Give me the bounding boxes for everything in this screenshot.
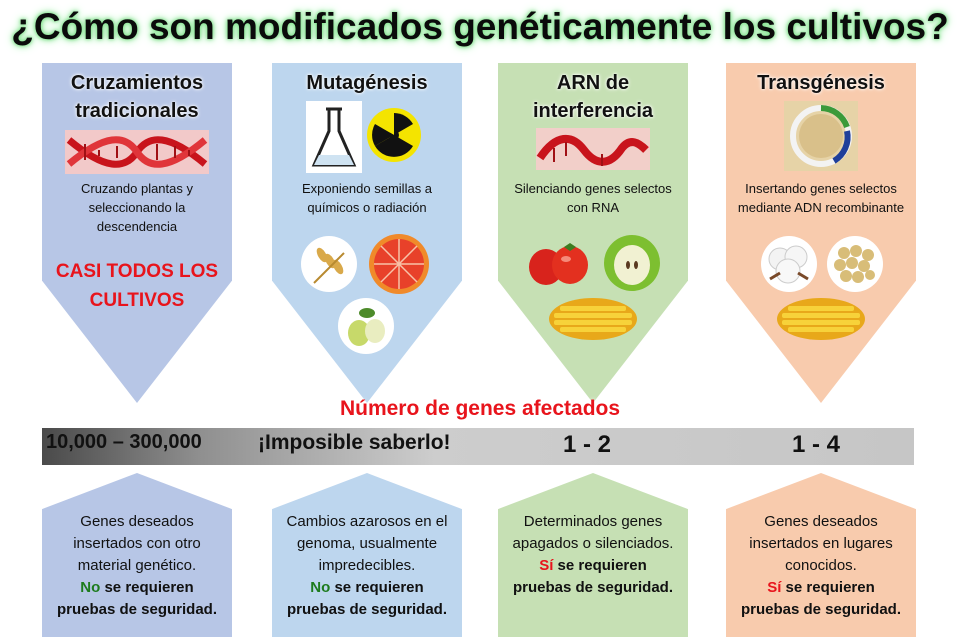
safety-text: Cambios azarosos en el genoma, usualment…	[286, 513, 448, 618]
page-title: ¿Cómo son modificados genéticamente los …	[11, 6, 949, 47]
scale-bar	[42, 428, 914, 465]
corn-icon	[549, 298, 637, 340]
column-description: Cruzando plantas y seleccionando la desc…	[80, 181, 193, 234]
corn-icon	[777, 298, 865, 340]
pear-icon	[338, 298, 394, 354]
safety-box-arn: Determinados genes apagados o silenciado…	[498, 473, 688, 637]
safety-text: Genes deseados insertados en lugares con…	[740, 513, 902, 618]
scale-title: Número de genes afectados	[339, 397, 621, 420]
column-mutagenesis: Mutagénesis Exponiendo semillas a químic…	[272, 63, 462, 403]
column-title: Transgénesis	[757, 72, 885, 94]
rna-strand-icon	[536, 128, 650, 170]
radiation-icon	[367, 108, 421, 162]
safety-box-transgenesis: Genes deseados insertados en lugares con…	[726, 473, 916, 637]
column-transgenesis: Transgénesis Insertando genes selectos m…	[726, 63, 916, 403]
safety-text: Determinados genes apagados o silenciado…	[512, 513, 674, 596]
column-cruzamientos: Cruzamientos tradicionales Cruzando plant…	[42, 63, 232, 403]
column-title: ARN de interferencia	[532, 72, 654, 122]
scale-value-traditional: 10,000 – 300,000	[46, 431, 202, 453]
cotton-icon	[761, 236, 817, 292]
safety-box-cruzamientos: Genes deseados insertados con otro mater…	[42, 473, 232, 637]
column-title: Mutagénesis	[306, 72, 428, 94]
scale-value-mutagenesis: ¡Imposible saberlo!	[258, 431, 451, 454]
column-title: Cruzamientos tradicionales	[70, 72, 204, 122]
column-description: Exponiendo semillas a químicos o radiaci…	[301, 181, 433, 215]
apple-icon	[604, 235, 660, 291]
highlight-text: CASI TODOS LOS CULTIVOS	[55, 261, 219, 311]
plasmid-icon	[784, 101, 858, 171]
scale-value-transgenesis: 1 - 4	[792, 431, 841, 458]
flask-icon	[306, 101, 362, 173]
grapefruit-icon	[369, 234, 429, 294]
column-arn: ARN de interferencia Silenciando genes se…	[498, 63, 688, 403]
tomato-icon	[529, 243, 588, 285]
column-description: Insertando genes selectos mediante ADN r…	[737, 181, 905, 215]
safety-text: Genes deseados insertados con otro mater…	[56, 513, 218, 618]
column-description: Silenciando genes selectos con RNA	[514, 181, 672, 215]
soybean-icon	[827, 236, 883, 292]
scale-value-arn: 1 - 2	[563, 431, 612, 458]
wheat-icon	[301, 236, 357, 292]
safety-box-mutagenesis: Cambios azarosos en el genoma, usualment…	[272, 473, 462, 637]
dna-helix-icon	[65, 130, 209, 174]
